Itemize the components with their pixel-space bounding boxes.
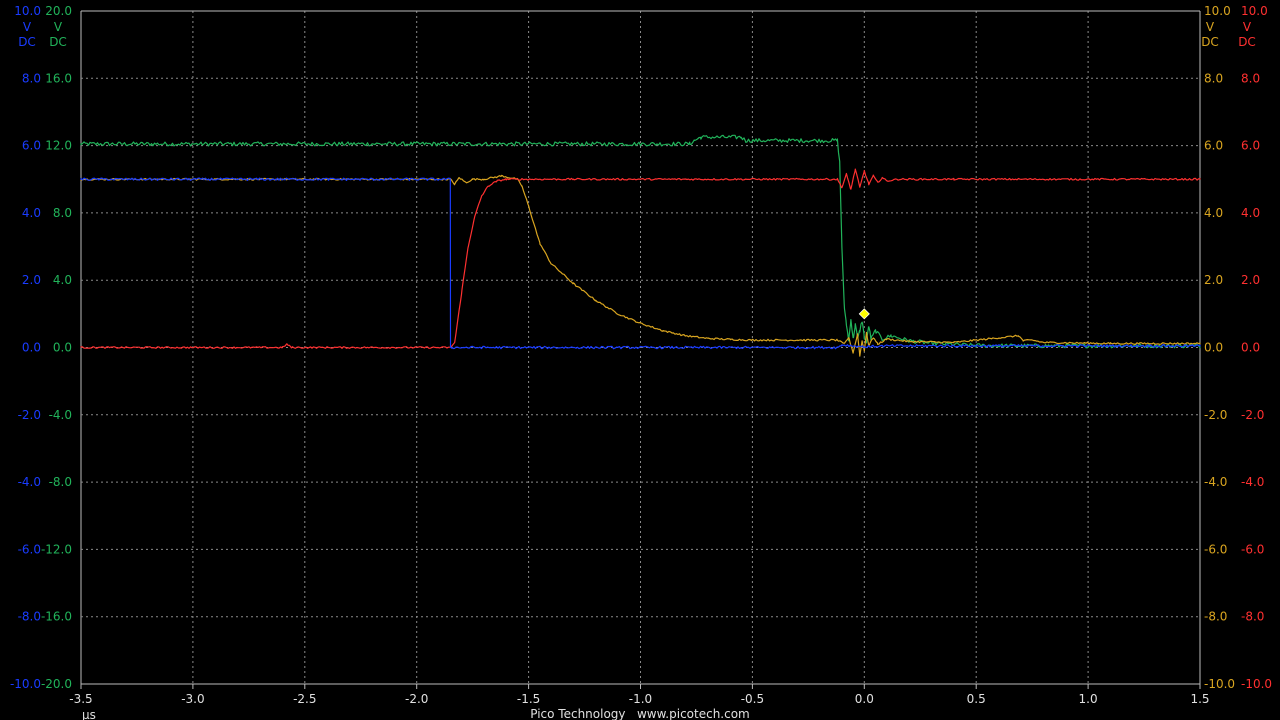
y-tick-label: 6.0 [1204,139,1223,153]
y-tick-label: -10.0 [10,677,41,691]
y-tick-label: 4.0 [1204,206,1223,220]
y-tick-label: -10.0 [1241,677,1272,691]
y-axis-unit: DC [49,35,67,49]
y-tick-label: 0.0 [1241,341,1260,355]
trace-A [80,177,1201,350]
y-tick-label: -4.0 [49,408,72,422]
y-tick-label: 4.0 [22,206,41,220]
y-tick-label: -12.0 [41,542,72,556]
y-tick-label: 10.0 [1204,4,1231,18]
y-tick-label: 10.0 [1241,4,1268,18]
x-tick-label: -2.5 [293,692,316,706]
y-axis-unit: DC [1238,35,1256,49]
x-tick-label: -0.5 [741,692,764,706]
y-tick-label: -6.0 [1204,542,1227,556]
y-tick-label: 4.0 [1241,206,1260,220]
y-tick-label: 0.0 [1204,341,1223,355]
x-tick-label: 1.5 [1190,692,1209,706]
y-tick-label: 20.0 [45,4,72,18]
y-axis-unit: DC [1201,35,1219,49]
y-tick-label: 8.0 [1204,71,1223,85]
y-tick-label: -20.0 [41,677,72,691]
trace-D [80,168,1201,349]
y-tick-label: -10.0 [1204,677,1235,691]
y-tick-label: -8.0 [1204,610,1227,624]
y-tick-label: -4.0 [1241,475,1264,489]
y-tick-label: 0.0 [53,341,72,355]
y-axis-unit: V [1206,20,1215,34]
x-tick-label: -3.5 [69,692,92,706]
y-tick-label: 6.0 [1241,139,1260,153]
y-tick-label: 8.0 [1241,71,1260,85]
y-tick-label: -8.0 [18,610,41,624]
y-axis-unit: V [54,20,63,34]
x-tick-label: -1.0 [629,692,652,706]
y-tick-label: -16.0 [41,610,72,624]
y-tick-label: -4.0 [1204,475,1227,489]
y-tick-label: -2.0 [1204,408,1227,422]
y-tick-label: -6.0 [1241,542,1264,556]
y-tick-label: 6.0 [22,139,41,153]
x-tick-label: 0.5 [967,692,986,706]
y-tick-label: -4.0 [18,475,41,489]
y-tick-label: 2.0 [22,273,41,287]
x-axis-unit: µs [82,708,96,720]
y-tick-label: 0.0 [22,341,41,355]
y-axis-unit: V [23,20,32,34]
y-tick-label: 10.0 [14,4,41,18]
trigger-marker-icon [858,308,870,320]
y-tick-label: -8.0 [49,475,72,489]
y-axis-unit: DC [18,35,36,49]
y-tick-label: -2.0 [18,408,41,422]
y-tick-label: -6.0 [18,542,41,556]
y-tick-label: 8.0 [22,71,41,85]
y-tick-label: -2.0 [1241,408,1264,422]
pico-branding: Pico Technology www.picotech.com [530,707,750,720]
y-tick-label: 12.0 [45,139,72,153]
y-axis-unit: V [1243,20,1252,34]
x-tick-label: 1.0 [1079,692,1098,706]
y-tick-label: -8.0 [1241,610,1264,624]
y-tick-label: 2.0 [1204,273,1223,287]
x-tick-label: -3.0 [181,692,204,706]
y-tick-label: 8.0 [53,206,72,220]
axis-labels: -3.5 -3.0 -2.5 -2.0 -1.5 -1.0 -0.5 0.0 0.5 1.0 1.5… [10,4,1272,706]
trace-layer [80,134,1201,357]
y-tick-label: 16.0 [45,71,72,85]
grid [80,10,1201,689]
y-tick-label: 4.0 [53,273,72,287]
x-tick-label: -1.5 [517,692,540,706]
x-tick-label: 0.0 [855,692,874,706]
y-tick-label: 2.0 [1241,273,1260,287]
x-tick-label: -2.0 [405,692,428,706]
